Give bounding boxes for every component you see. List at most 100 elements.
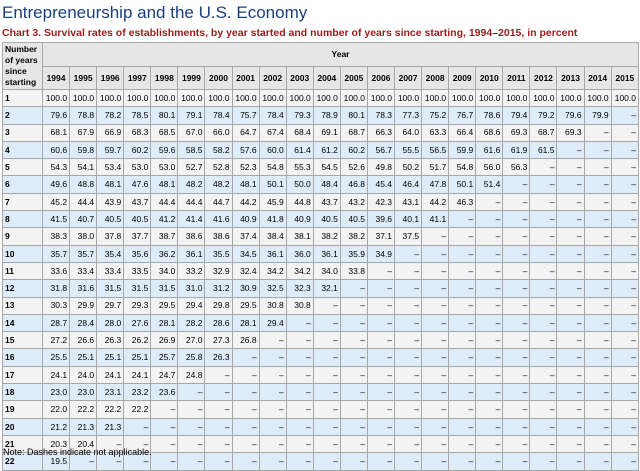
table-cell: – — [312, 331, 341, 350]
table-cell: 32.9 — [204, 261, 233, 281]
table-cell: – — [285, 434, 314, 454]
table-cell: – — [231, 348, 260, 367]
year-column-header: 2008 — [421, 65, 450, 90]
table-cell: 69.3 — [502, 123, 531, 142]
year-column-header: 1997 — [123, 65, 152, 90]
table-cell: 41.1 — [421, 210, 450, 229]
table-cell: 44.4 — [150, 192, 179, 212]
table-cell: 50.2 — [394, 158, 423, 177]
table-cell: – — [529, 400, 558, 419]
table-cell: 41.4 — [177, 210, 206, 229]
table-cell: 40.5 — [312, 210, 341, 229]
table-cell: – — [258, 417, 287, 436]
year-column-header: 2011 — [502, 65, 531, 90]
table-row: 20 21.2 21.3 21.3– – – – – – – – – – – – – – – – – – – — [2, 417, 640, 436]
table-cell: 33.5 — [123, 261, 152, 281]
table-cell: – — [448, 261, 477, 281]
table-cell: 37.5 — [394, 227, 423, 246]
table-cell: – — [529, 261, 558, 281]
row-label: 7 — [2, 192, 43, 212]
table-cell: – — [339, 313, 368, 333]
table-cell: – — [475, 331, 504, 350]
table-cell: – — [610, 417, 640, 436]
table-cell: – — [529, 192, 558, 212]
table-cell: 55.3 — [285, 158, 314, 177]
table-cell: – — [312, 296, 341, 315]
table-row: 11 33.6 33.4 33.4 33.5 34.0 33.2 32.9 32.4 34.2 34… — [2, 261, 640, 281]
table-cell: 52.3 — [231, 158, 260, 177]
table-cell: 61.4 — [285, 140, 314, 160]
table-cell: – — [448, 400, 477, 419]
table-cell: – — [448, 383, 477, 402]
table-cell: 75.2 — [421, 106, 450, 125]
table-cell: – — [339, 417, 368, 436]
table-cell: – — [502, 227, 531, 246]
table-cell: 100.0 — [366, 88, 396, 108]
table-cell: – — [583, 417, 612, 436]
table-cell: – — [610, 158, 640, 177]
table-cell: – — [285, 400, 314, 419]
table-cell: 53.0 — [150, 158, 179, 177]
table-row: 10 35.7 35.7 35.4 35.6 36.2 36.1 35.5 34.5 36.1 36… — [2, 244, 640, 263]
table-cell: 59.7 — [96, 140, 125, 160]
table-cell: 22.0 — [41, 400, 71, 419]
table-cell: 60.2 — [339, 140, 368, 160]
table-cell: – — [285, 417, 314, 436]
table-cell: – — [421, 417, 450, 436]
year-column-header: 2001 — [231, 65, 260, 90]
table-cell: – — [583, 227, 612, 246]
table-cell: 24.8 — [177, 365, 206, 385]
table-row: 3 68.1 67.9 66.9 68.3 68.5 67.0 66.0 64.7 67.4 68.… — [2, 123, 640, 142]
table-cell: – — [448, 452, 477, 471]
table-cell: – — [312, 417, 341, 436]
table-cell: – — [529, 227, 558, 246]
table-cell: – — [204, 417, 233, 436]
table-cell: 69.3 — [556, 123, 585, 142]
table-cell: 64.0 — [394, 123, 423, 142]
table-cell: 24.1 — [41, 365, 71, 385]
table-cell: – — [556, 261, 585, 281]
table-cell: 100.0 — [69, 88, 98, 108]
table-cell: – — [394, 348, 423, 367]
table-cell: 59.6 — [150, 140, 179, 160]
table-cell: 54.3 — [41, 158, 71, 177]
table-cell: – — [394, 261, 423, 281]
table-cell: 21.3 — [96, 417, 125, 436]
table-cell: – — [312, 348, 341, 367]
table-cell: 51.7 — [421, 158, 450, 177]
table-cell: – — [610, 400, 640, 419]
table-cell: – — [502, 348, 531, 367]
table-cell: – — [556, 400, 585, 419]
table-cell: 42.3 — [366, 192, 396, 212]
row-label: 18 — [2, 383, 43, 402]
table-cell: 31.6 — [69, 279, 98, 298]
table-cell: – — [475, 279, 504, 298]
table-cell: – — [394, 244, 423, 263]
table-cell: – — [394, 365, 423, 385]
table-cell: – — [610, 210, 640, 229]
table-cell: 75.7 — [231, 106, 260, 125]
table-cell: 66.3 — [366, 123, 396, 142]
table-cell: 56.5 — [421, 140, 450, 160]
table-cell: 37.8 — [96, 227, 125, 246]
table-cell: 38.2 — [339, 227, 368, 246]
table-cell: 100.0 — [339, 88, 368, 108]
table-cell: 43.9 — [96, 192, 125, 212]
table-cell: 24.0 — [69, 365, 98, 385]
table-cell: – — [123, 434, 152, 454]
table-header: Number of years since starting Year 1994 1995 1… — [2, 42, 640, 90]
table-cell: 100.0 — [394, 88, 423, 108]
row-label: 11 — [2, 261, 43, 281]
table-cell: 54.1 — [69, 158, 98, 177]
table-cell: 50.1 — [258, 175, 287, 194]
table-cell: 35.7 — [41, 244, 71, 263]
table-cell: 40.5 — [96, 210, 125, 229]
table-cell: – — [366, 400, 396, 419]
row-label: 8 — [2, 210, 43, 229]
table-cell: – — [366, 313, 396, 333]
table-cell: 23.0 — [69, 383, 98, 402]
table-cell: – — [529, 175, 558, 194]
table-cell: 59.8 — [69, 140, 98, 160]
table-cell: 48.4 — [312, 175, 341, 194]
table-cell: 100.0 — [529, 88, 558, 108]
